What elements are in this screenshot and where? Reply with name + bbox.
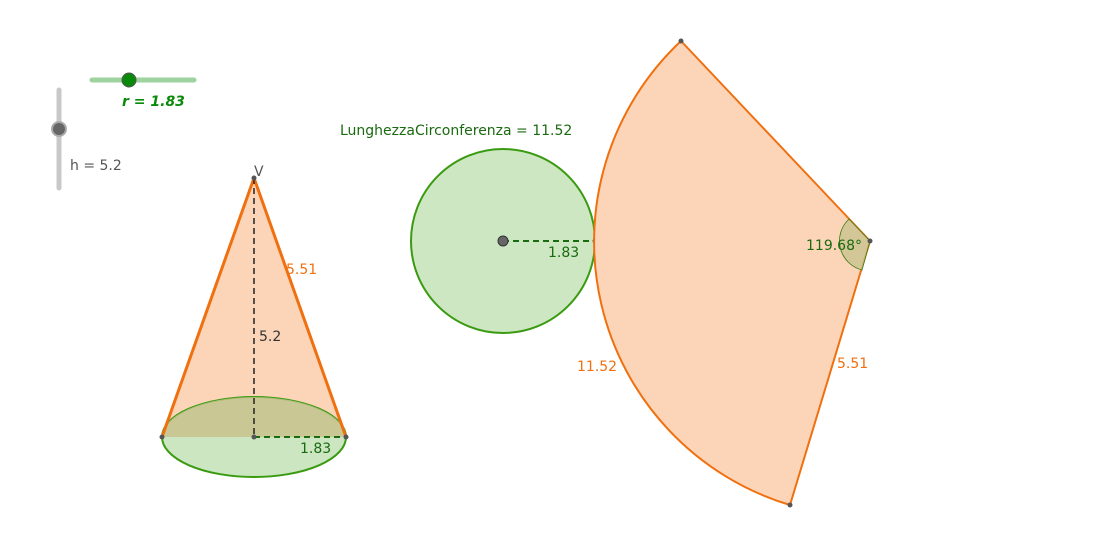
arc-label: 11.52 <box>577 359 617 375</box>
slant <box>160 177 256 438</box>
center-point <box>497 235 509 247</box>
slider-label: h = 5.2 <box>70 158 122 174</box>
point <box>787 502 793 508</box>
radius-label: 1.83 <box>548 245 579 261</box>
sector <box>593 39 872 507</box>
point <box>251 175 257 181</box>
slant-label: 5.51 <box>286 262 317 278</box>
cone-face <box>162 178 346 437</box>
slider-knob[interactable] <box>121 72 137 88</box>
angle-label: 119.68° <box>806 238 862 254</box>
point <box>251 434 257 440</box>
angle-marker <box>839 218 871 271</box>
base-back <box>162 397 346 437</box>
slant <box>252 177 348 438</box>
point <box>159 434 165 440</box>
point <box>867 238 873 244</box>
slider-knob[interactable] <box>51 121 67 137</box>
radius-label: 1.83 <box>300 441 331 457</box>
circumference-label: LunghezzaCirconferenza = 11.52 <box>340 123 572 139</box>
h-slider[interactable] <box>51 87 67 191</box>
vertex-label: V <box>254 164 264 180</box>
r-slider[interactable] <box>89 72 197 88</box>
slider-label: r = 1.83 <box>122 94 185 110</box>
point <box>678 38 684 44</box>
cone <box>159 175 349 478</box>
side-label: 5.51 <box>837 356 868 372</box>
point <box>343 434 349 440</box>
height-label: 5.2 <box>259 329 281 345</box>
